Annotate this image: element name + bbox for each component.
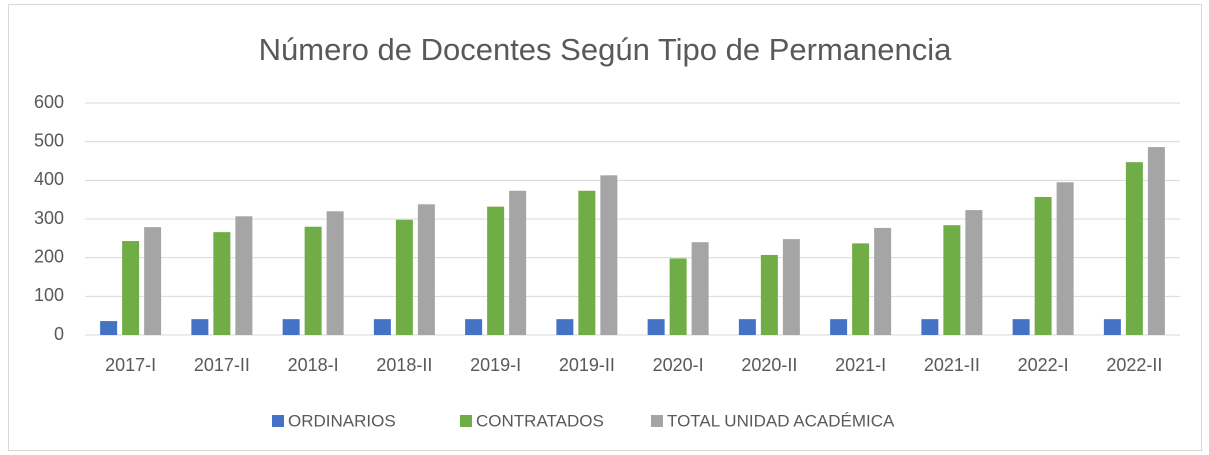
x-tick-label: 2017-I [105,355,156,375]
legend-label: TOTAL UNIDAD ACADÉMICA [667,411,895,430]
bar [578,190,596,335]
bar [395,219,413,335]
y-tick-label: 400 [34,169,64,189]
bar [282,319,300,335]
bar [487,206,505,335]
bar [830,319,848,335]
x-tick-label: 2020-II [741,355,797,375]
bar [304,226,322,335]
bar [100,321,118,335]
x-tick-label: 2021-I [835,355,886,375]
y-tick-label: 600 [34,92,64,112]
bar [122,241,140,335]
x-tick-label: 2021-II [924,355,980,375]
y-tick-label: 300 [34,208,64,228]
bar [213,232,231,335]
legend-swatch [272,415,284,427]
bar [1125,162,1143,335]
bar [509,190,527,335]
y-tick-label: 0 [54,324,64,344]
bar [1147,147,1165,335]
bar [600,175,618,335]
bar [465,319,483,335]
bar [874,227,892,335]
bar [738,319,756,335]
legend-label: CONTRATADOS [476,411,604,430]
x-tick-label: 2020-I [653,355,704,375]
x-tick-label: 2018-I [288,355,339,375]
bar [417,204,435,335]
bar [921,319,939,335]
bar [760,254,778,335]
bar [556,319,574,335]
bar [852,243,870,335]
legend-swatch [651,415,663,427]
bar [943,225,961,335]
bar [1034,196,1052,335]
x-tick-label: 2019-II [559,355,615,375]
bar [1056,182,1074,335]
bar [191,319,209,335]
x-tick-label: 2022-II [1106,355,1162,375]
bar [373,319,391,335]
bar [144,227,162,335]
x-tick-label: 2022-I [1018,355,1069,375]
x-tick-label: 2019-I [470,355,521,375]
bar [1012,319,1030,335]
bar [647,319,665,335]
y-tick-label: 100 [34,285,64,305]
bar [691,242,709,335]
y-tick-label: 200 [34,246,64,266]
x-tick-label: 2018-II [376,355,432,375]
chart-title: Número de Docentes Según Tipo de Permane… [259,32,953,67]
bar [669,258,687,335]
bar [235,216,253,335]
x-tick-label: 2017-II [194,355,250,375]
y-tick-label: 500 [34,130,64,150]
bar [326,211,344,335]
legend-label: ORDINARIOS [288,411,396,430]
bar [782,239,800,335]
bar [1103,319,1121,335]
bar [965,210,983,335]
legend-swatch [460,415,472,427]
